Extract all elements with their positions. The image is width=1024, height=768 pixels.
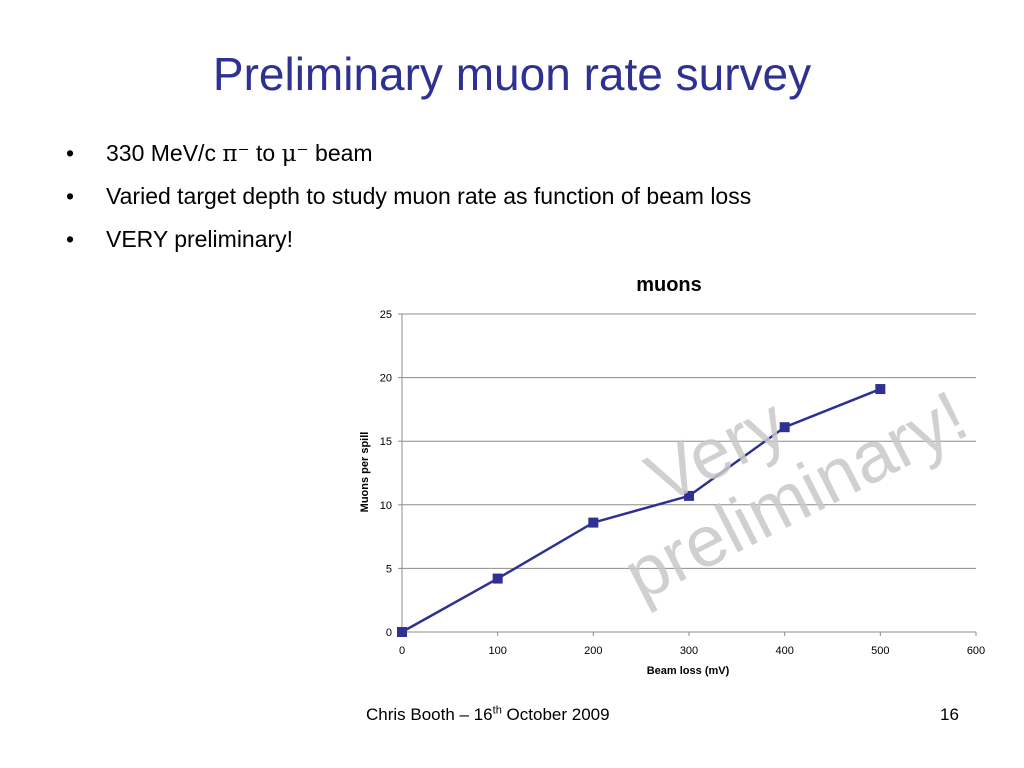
slide-title: Preliminary muon rate survey xyxy=(212,48,812,100)
footer-ordinal: th xyxy=(492,704,502,717)
x-tick-label: 0 xyxy=(399,645,405,657)
bullet-marker: • xyxy=(66,226,75,252)
bullet-text-a: 330 MeV/c xyxy=(106,140,223,166)
y-tick-labels: 0 5 10 15 20 25 xyxy=(380,309,392,639)
data-point xyxy=(588,517,599,528)
data-point xyxy=(492,573,503,584)
bullet-marker: • xyxy=(66,183,75,209)
chart-series xyxy=(397,384,886,637)
x-tick-label: 500 xyxy=(871,645,889,657)
y-tick-label: 15 xyxy=(380,436,392,448)
x-tick-label: 300 xyxy=(680,645,698,657)
y-tick-label: 0 xyxy=(386,627,392,639)
bullet-list: • 330 MeV/c π⁻ to μ⁻ beam • Varied targe… xyxy=(62,137,751,266)
x-tick-label: 400 xyxy=(775,645,793,657)
footer-author: Chris Booth – 16 xyxy=(366,705,493,724)
chart-gridlines xyxy=(402,313,976,569)
x-axis-label: Beam loss (mV) xyxy=(647,665,730,677)
chart-container: muons 0 5 10 15 20 25 0 100 200 300 400 500 600 Ver… xyxy=(340,262,1010,692)
chart-title: muons xyxy=(636,274,702,296)
page-number: 16 xyxy=(940,705,959,724)
bullet-text: Varied target depth to study muon rate a… xyxy=(106,183,752,209)
series-line xyxy=(401,387,881,634)
bullet-text: VERY preliminary! xyxy=(106,226,294,252)
data-point xyxy=(875,384,886,395)
x-tick-label: 600 xyxy=(967,645,985,657)
bullet-item: • 330 MeV/c π⁻ to μ⁻ beam xyxy=(62,137,751,180)
y-tick-label: 10 xyxy=(380,500,392,512)
muons-chart: muons 0 5 10 15 20 25 0 100 200 300 400 500 600 Ver… xyxy=(359,274,985,677)
footer-date: October 2009 xyxy=(501,705,610,724)
x-tick-label: 100 xyxy=(488,645,506,657)
bullet-item: • Varied target depth to study muon rate… xyxy=(62,180,751,223)
bullet-text-c: beam xyxy=(308,140,373,166)
x-tick-labels: 0 100 200 300 400 500 600 xyxy=(399,645,985,657)
data-point xyxy=(779,422,790,433)
bullet-text-b: to xyxy=(249,140,282,166)
y-tick-label: 25 xyxy=(380,309,392,321)
mu-minus-symbol: μ⁻ xyxy=(281,141,309,167)
data-point xyxy=(684,490,694,501)
y-axis-label: Muons per spill xyxy=(359,432,371,513)
bullet-marker: • xyxy=(66,140,75,166)
pi-minus-symbol: π⁻ xyxy=(222,141,250,167)
y-tick-label: 20 xyxy=(380,373,392,385)
footer-author-date: Chris Booth – 16th October 2009 xyxy=(366,705,610,725)
bullet-item: • VERY preliminary! xyxy=(62,223,751,266)
data-point xyxy=(397,627,407,637)
y-tick-label: 5 xyxy=(386,563,392,575)
x-tick-label: 200 xyxy=(584,645,602,657)
